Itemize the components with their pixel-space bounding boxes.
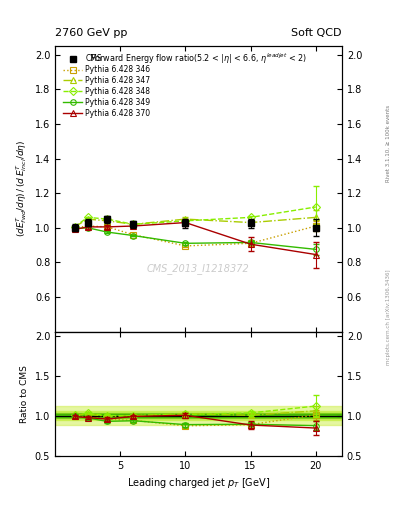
Text: Rivet 3.1.10, ≥ 100k events: Rivet 3.1.10, ≥ 100k events bbox=[386, 105, 391, 182]
Text: 2760 GeV pp: 2760 GeV pp bbox=[55, 28, 127, 38]
Y-axis label: $(dE^T_{fwd}/d\eta)\,/\,(d\,E^T_{incl}/d\eta)$: $(dE^T_{fwd}/d\eta)\,/\,(d\,E^T_{incl}/d… bbox=[14, 140, 29, 238]
Legend: CMS, Pythia 6.428 346, Pythia 6.428 347, Pythia 6.428 348, Pythia 6.428 349, Pyt: CMS, Pythia 6.428 346, Pythia 6.428 347,… bbox=[62, 53, 152, 119]
Text: mcplots.cern.ch [arXiv:1306.3436]: mcplots.cern.ch [arXiv:1306.3436] bbox=[386, 270, 391, 365]
Text: Forward Energy flow ratio(5.2 < |$\eta$| < 6.6, $\eta^{leadjet}$ < 2): Forward Energy flow ratio(5.2 < |$\eta$|… bbox=[90, 52, 307, 66]
Text: Soft QCD: Soft QCD bbox=[292, 28, 342, 38]
X-axis label: Leading charged jet $p_T$ [GeV]: Leading charged jet $p_T$ [GeV] bbox=[127, 476, 270, 490]
Text: CMS_2013_I1218372: CMS_2013_I1218372 bbox=[147, 263, 250, 274]
Y-axis label: Ratio to CMS: Ratio to CMS bbox=[20, 365, 29, 422]
